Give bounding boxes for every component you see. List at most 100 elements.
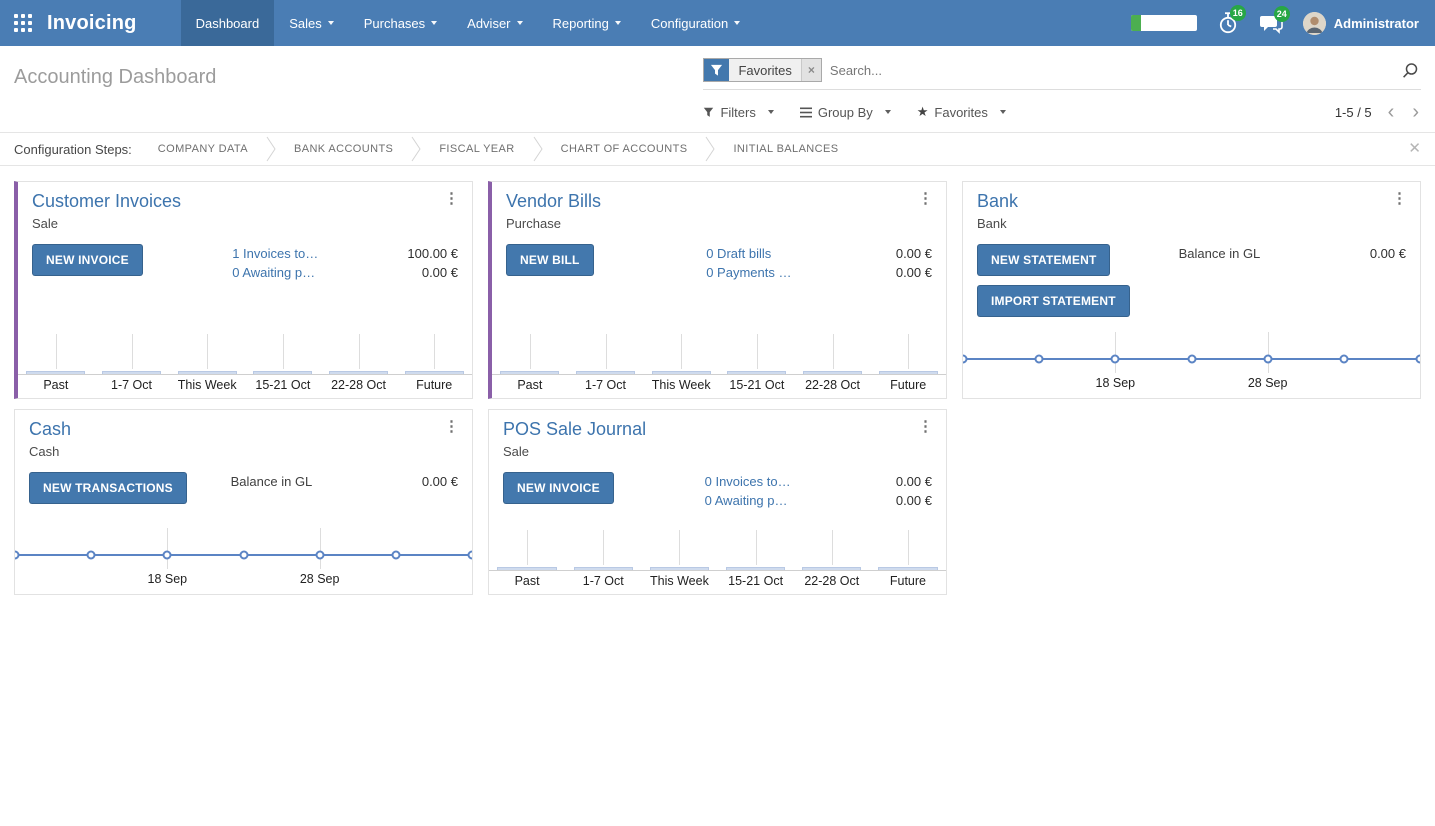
amount-value: 0.00 € <box>895 474 932 489</box>
card-action-button[interactable]: IMPORT STATEMENT <box>977 285 1130 317</box>
search-input[interactable] <box>829 62 1403 78</box>
menu-item-dashboard[interactable]: Dashboard <box>180 0 275 46</box>
x-tick-label: Future <box>416 378 453 392</box>
x-tick-label: 15-21 Oct <box>729 378 785 392</box>
bar-value <box>878 567 938 570</box>
chart-gridline <box>55 334 57 369</box>
x-tick-label: 1-7 Oct <box>111 378 152 392</box>
config-step-1[interactable]: BANK ACCOUNTS <box>293 143 394 155</box>
card-action-button[interactable]: NEW INVOICE <box>32 244 143 276</box>
pager-previous-icon[interactable]: ‹ <box>1387 101 1395 123</box>
bar-value <box>500 371 560 374</box>
data-point <box>467 550 472 560</box>
journal-type: Sale <box>32 216 59 231</box>
journal-type: Cash <box>29 444 60 459</box>
journal-link[interactable]: 0 Awaiting p… <box>232 265 316 280</box>
favorites-label: Favorites <box>934 104 988 120</box>
bar-group <box>568 334 644 374</box>
journal-link[interactable]: 0 Awaiting p… <box>704 493 788 508</box>
timer-progress-fill <box>1130 15 1142 31</box>
kebab-menu-icon[interactable]: ⋮ <box>918 190 933 207</box>
journal-chart[interactable]: Past 1-7 Oct This Week 15-21 Oct 22-28 Oct Fu… <box>489 530 946 594</box>
journal-link[interactable]: 1 Invoices to… <box>232 246 319 261</box>
chart-gridline <box>605 334 607 369</box>
menu-item-adviser[interactable]: Adviser <box>452 0 537 46</box>
menu-item-configuration[interactable]: Configuration <box>636 0 755 46</box>
card-header: Bank Bank <box>963 182 1420 231</box>
button-column: NEW STATEMENT IMPORT STATEMENT <box>977 244 1179 317</box>
bar-value <box>177 371 237 374</box>
search-icon[interactable] <box>1402 62 1421 79</box>
filters-button[interactable]: Filters <box>703 105 774 120</box>
kebab-menu-icon[interactable]: ⋮ <box>444 418 459 435</box>
amount-value: 0.00 € <box>895 246 932 261</box>
pager-value: 1-5 / 5 <box>1334 104 1372 120</box>
app-brand[interactable]: Invoicing <box>47 11 137 34</box>
card-action-button[interactable]: NEW TRANSACTIONS <box>29 472 187 504</box>
button-column: NEW INVOICE <box>32 244 232 282</box>
journal-chart[interactable]: 18 Sep 28 Sep <box>15 528 472 594</box>
data-point <box>15 550 20 560</box>
kebab-menu-icon[interactable]: ⋮ <box>1392 190 1407 207</box>
chart-gridline <box>207 334 209 369</box>
facet-remove-icon[interactable]: × <box>800 59 821 81</box>
messages-button[interactable]: 24 <box>1259 6 1290 34</box>
amount-value: 0.00 € <box>421 265 458 280</box>
card-action-button[interactable]: NEW INVOICE <box>503 472 614 504</box>
journal-title[interactable]: POS Sale Journal <box>503 419 647 439</box>
journal-link[interactable]: 0 Draft bills <box>706 246 772 261</box>
menu-item-purchases[interactable]: Purchases <box>349 0 452 46</box>
chart-plot <box>489 530 946 571</box>
journal-title[interactable]: Vendor Bills <box>506 191 602 211</box>
bar-value <box>497 567 557 570</box>
menu-item-reporting[interactable]: Reporting <box>538 0 636 46</box>
chart-gridline <box>907 530 909 565</box>
journal-type: Sale <box>503 444 530 459</box>
top-menu: Dashboard Sales Purchases Adviser Reporting C… <box>180 0 756 46</box>
group-by-button[interactable]: Group By <box>799 105 891 120</box>
user-menu[interactable]: Administrator <box>1302 11 1419 35</box>
control-panel: Accounting Dashboard Favorites × Filters <box>0 46 1435 133</box>
journal-chart[interactable]: 18 Sep 28 Sep <box>963 332 1420 398</box>
chevron-down-icon <box>767 110 774 114</box>
timer-progress-bar[interactable] <box>1130 15 1197 31</box>
pager-next-icon[interactable]: › <box>1412 101 1420 123</box>
config-step-2[interactable]: FISCAL YEAR <box>439 143 515 155</box>
bar-value <box>727 371 787 374</box>
bar-group <box>321 334 397 374</box>
bar-group <box>245 334 321 374</box>
config-step-3[interactable]: CHART OF ACCOUNTS <box>560 143 688 155</box>
journal-title[interactable]: Customer Invoices <box>32 191 182 211</box>
search-options-row: Filters Group By ★ Favorites 1-5 / 5 ‹ › <box>703 102 1421 122</box>
chart-gridline <box>831 530 833 565</box>
bar-group <box>396 334 472 374</box>
apps-grid-icon[interactable] <box>14 14 32 32</box>
card-action-button[interactable]: NEW BILL <box>506 244 594 276</box>
config-steps-close-icon[interactable]: ✕ <box>1408 140 1421 157</box>
journal-chart[interactable]: Past 1-7 Oct This Week 15-21 Oct 22-28 Oct Fu… <box>18 334 472 398</box>
card-header: POS Sale Journal Sale <box>489 410 946 459</box>
menu-item-sales[interactable]: Sales <box>274 0 349 46</box>
data-point <box>1034 354 1044 364</box>
data-point <box>315 550 325 560</box>
journal-title[interactable]: Bank <box>977 191 1019 211</box>
kebab-menu-icon[interactable]: ⋮ <box>444 190 459 207</box>
favorites-button[interactable]: ★ Favorites <box>917 104 1006 120</box>
kebab-menu-icon[interactable]: ⋮ <box>918 418 933 435</box>
journal-title[interactable]: Cash <box>29 419 72 439</box>
config-step-0[interactable]: COMPANY DATA <box>157 143 248 155</box>
data-point <box>1415 354 1420 364</box>
step-separator-icon <box>411 136 421 162</box>
config-step-4[interactable]: INITIAL BALANCES <box>733 143 839 155</box>
card-body: NEW INVOICE 1 Invoices to… 0 Awaiting p… 10… <box>18 231 472 282</box>
journal-link[interactable]: 0 Invoices to… <box>704 474 791 489</box>
step-separator-icon <box>533 136 543 162</box>
card-action-button[interactable]: NEW STATEMENT <box>977 244 1111 276</box>
activity-timer-button[interactable]: 16 <box>1217 5 1246 35</box>
journal-link[interactable]: 0 Payments … <box>706 265 792 280</box>
journal-chart[interactable]: Past 1-7 Oct This Week 15-21 Oct 22-28 Oct Fu… <box>492 334 946 398</box>
star-icon: ★ <box>916 104 929 119</box>
chevron-down-icon <box>327 21 334 25</box>
x-tick-label: This Week <box>650 574 709 588</box>
data-point <box>1187 354 1196 364</box>
